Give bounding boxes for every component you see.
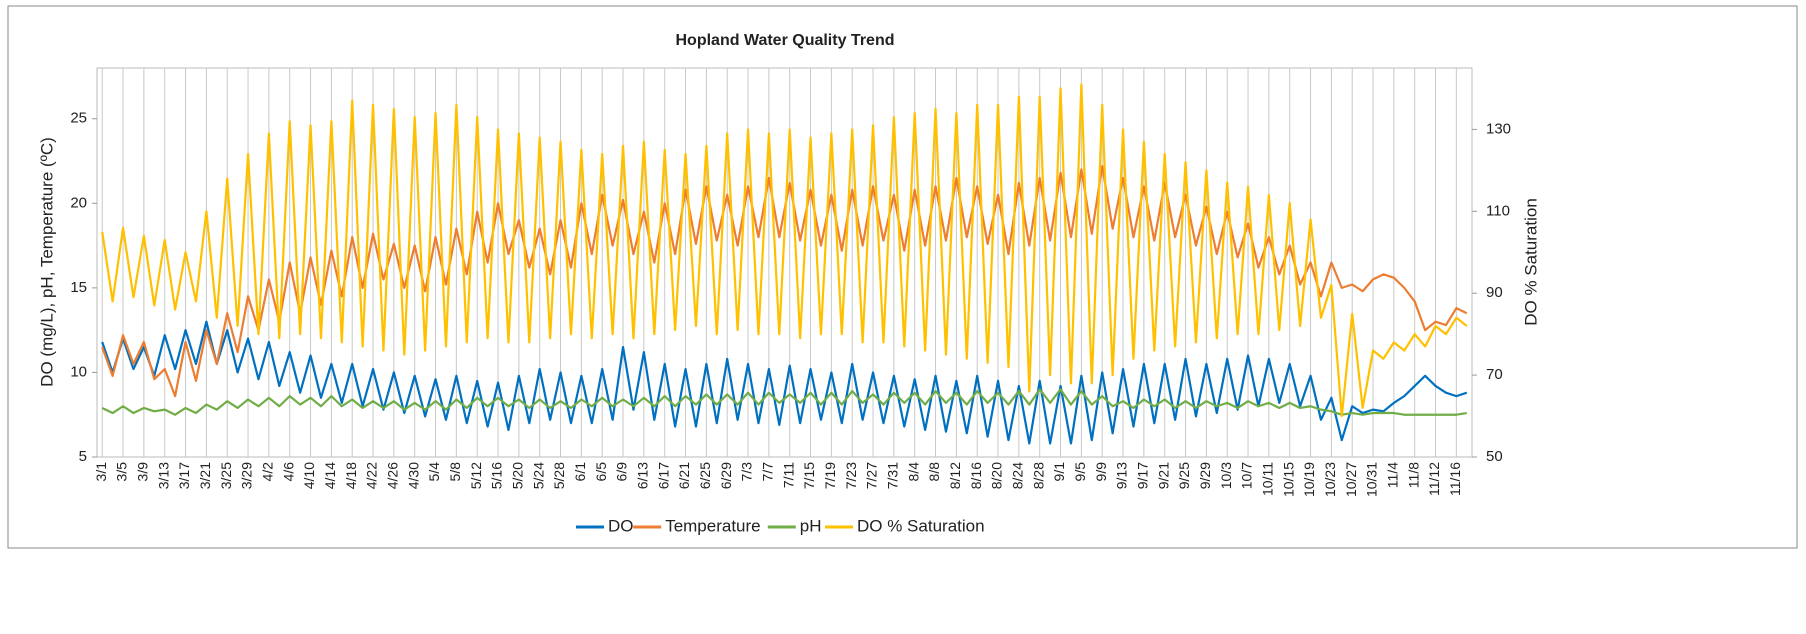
chart-title: Hopland Water Quality Trend (676, 32, 895, 49)
x-tick-label: 3/17 (176, 462, 192, 489)
x-tick-label: 6/5 (593, 462, 609, 482)
x-tick-label: 4/2 (260, 462, 276, 482)
y-tick-label: 25 (70, 110, 87, 127)
x-tick-label: 10/7 (1239, 462, 1255, 489)
x-tick-label: 9/29 (1197, 462, 1213, 489)
x-tick-label: 8/12 (947, 462, 963, 489)
plot-area (96, 67, 1473, 458)
x-tick-label: 4/14 (322, 462, 338, 489)
x-tick-label: 10/19 (1301, 462, 1317, 497)
x-tick-label: 10/3 (1218, 462, 1234, 489)
x-tick-label: 4/10 (301, 462, 317, 489)
y-tick-label: 10 (70, 363, 87, 380)
x-tick-label: 7/23 (843, 462, 859, 489)
x-tick-label: 5/12 (468, 462, 484, 489)
x-tick-label: 10/27 (1343, 462, 1359, 497)
x-tick-label: 9/17 (1135, 462, 1151, 489)
x-tick-label: 5/16 (489, 462, 505, 489)
x-tick-label: 5/8 (447, 462, 463, 482)
x-tick-label: 3/29 (239, 462, 255, 489)
y-tick-label: 5 (79, 448, 87, 465)
x-tick-label: 3/5 (114, 462, 130, 482)
x-tick-label: 3/21 (197, 462, 213, 489)
x-tick-label: 8/20 (989, 462, 1005, 489)
x-tick-label: 9/5 (1072, 462, 1088, 482)
x-tick-label: 11/4 (1385, 462, 1401, 488)
y2-tick-label: 70 (1486, 366, 1503, 383)
x-tick-label: 5/20 (510, 462, 526, 489)
x-tick-label: 8/8 (926, 462, 942, 482)
x-tick-label: 6/25 (697, 462, 713, 489)
x-tick-label: 3/1 (93, 462, 109, 482)
x-tick-label: 10/11 (1260, 462, 1276, 496)
y2-tick-label: 50 (1486, 448, 1503, 465)
x-tick-label: 9/21 (1155, 462, 1171, 489)
x-tick-label: 10/23 (1322, 462, 1338, 497)
x-tick-label: 9/1 (1051, 462, 1067, 482)
x-tick-label: 7/15 (801, 462, 817, 489)
x-tick-label: 7/19 (822, 462, 838, 489)
x-tick-label: 6/17 (655, 462, 671, 489)
series-line (101, 83, 1468, 418)
x-tick-label: 6/9 (614, 462, 630, 482)
y-axis-title: DO (mg/L), pH, Temperature (ºC) (37, 137, 56, 387)
legend-label: DO % Saturation (857, 516, 985, 535)
x-tick-label: 4/18 (343, 462, 359, 489)
x-tick-label: 8/16 (968, 462, 984, 489)
x-tick-label: 9/9 (1093, 462, 1109, 482)
x-tick-label: 4/6 (280, 462, 296, 482)
x-tick-label: 8/28 (1030, 462, 1046, 489)
x-tick-label: 4/30 (405, 462, 421, 489)
y2-tick-label: 130 (1486, 120, 1511, 137)
x-tick-label: 7/3 (739, 462, 755, 482)
legend-label: Temperature (665, 516, 760, 535)
legend-label: DO (608, 516, 634, 535)
x-tick-label: 5/24 (530, 462, 546, 489)
x-tick-label: 7/7 (760, 462, 776, 482)
x-tick-label: 7/11 (780, 462, 796, 488)
y2-tick-label: 110 (1486, 202, 1510, 219)
x-tick-label: 8/24 (1010, 462, 1026, 489)
x-tick-label: 9/25 (1176, 462, 1192, 489)
x-tick-label: 10/31 (1364, 462, 1380, 497)
x-tick-label: 9/13 (1114, 462, 1130, 489)
y2-axis-title: DO % Saturation (1521, 198, 1540, 326)
x-tick-label: 10/15 (1280, 462, 1296, 497)
x-tick-label: 3/9 (135, 462, 151, 482)
y2-tick-label: 90 (1486, 284, 1503, 301)
x-tick-label: 4/22 (364, 462, 380, 489)
y-tick-label: 20 (70, 194, 87, 211)
y-tick-label: 15 (70, 279, 87, 296)
x-tick-label: 5/28 (551, 462, 567, 489)
x-tick-label: 6/1 (572, 462, 588, 482)
x-tick-label: 11/16 (1447, 462, 1463, 496)
x-tick-label: 7/31 (885, 462, 901, 489)
x-tick-label: 5/4 (426, 462, 442, 482)
x-tick-label: 6/29 (718, 462, 734, 489)
x-tick-label: 11/8 (1405, 462, 1421, 488)
x-tick-label: 6/13 (635, 462, 651, 489)
series-line (101, 320, 1468, 445)
series-line (101, 165, 1468, 398)
x-tick-label: 8/4 (905, 462, 921, 482)
x-tick-label: 4/26 (385, 462, 401, 489)
x-tick-label: 3/13 (155, 462, 171, 489)
x-tick-label: 7/27 (864, 462, 880, 489)
legend-label: pH (800, 516, 822, 535)
series-line (101, 388, 1467, 416)
x-tick-label: 6/21 (676, 462, 692, 489)
x-tick-label: 11/12 (1426, 462, 1442, 496)
x-tick-label: 3/25 (218, 462, 234, 489)
